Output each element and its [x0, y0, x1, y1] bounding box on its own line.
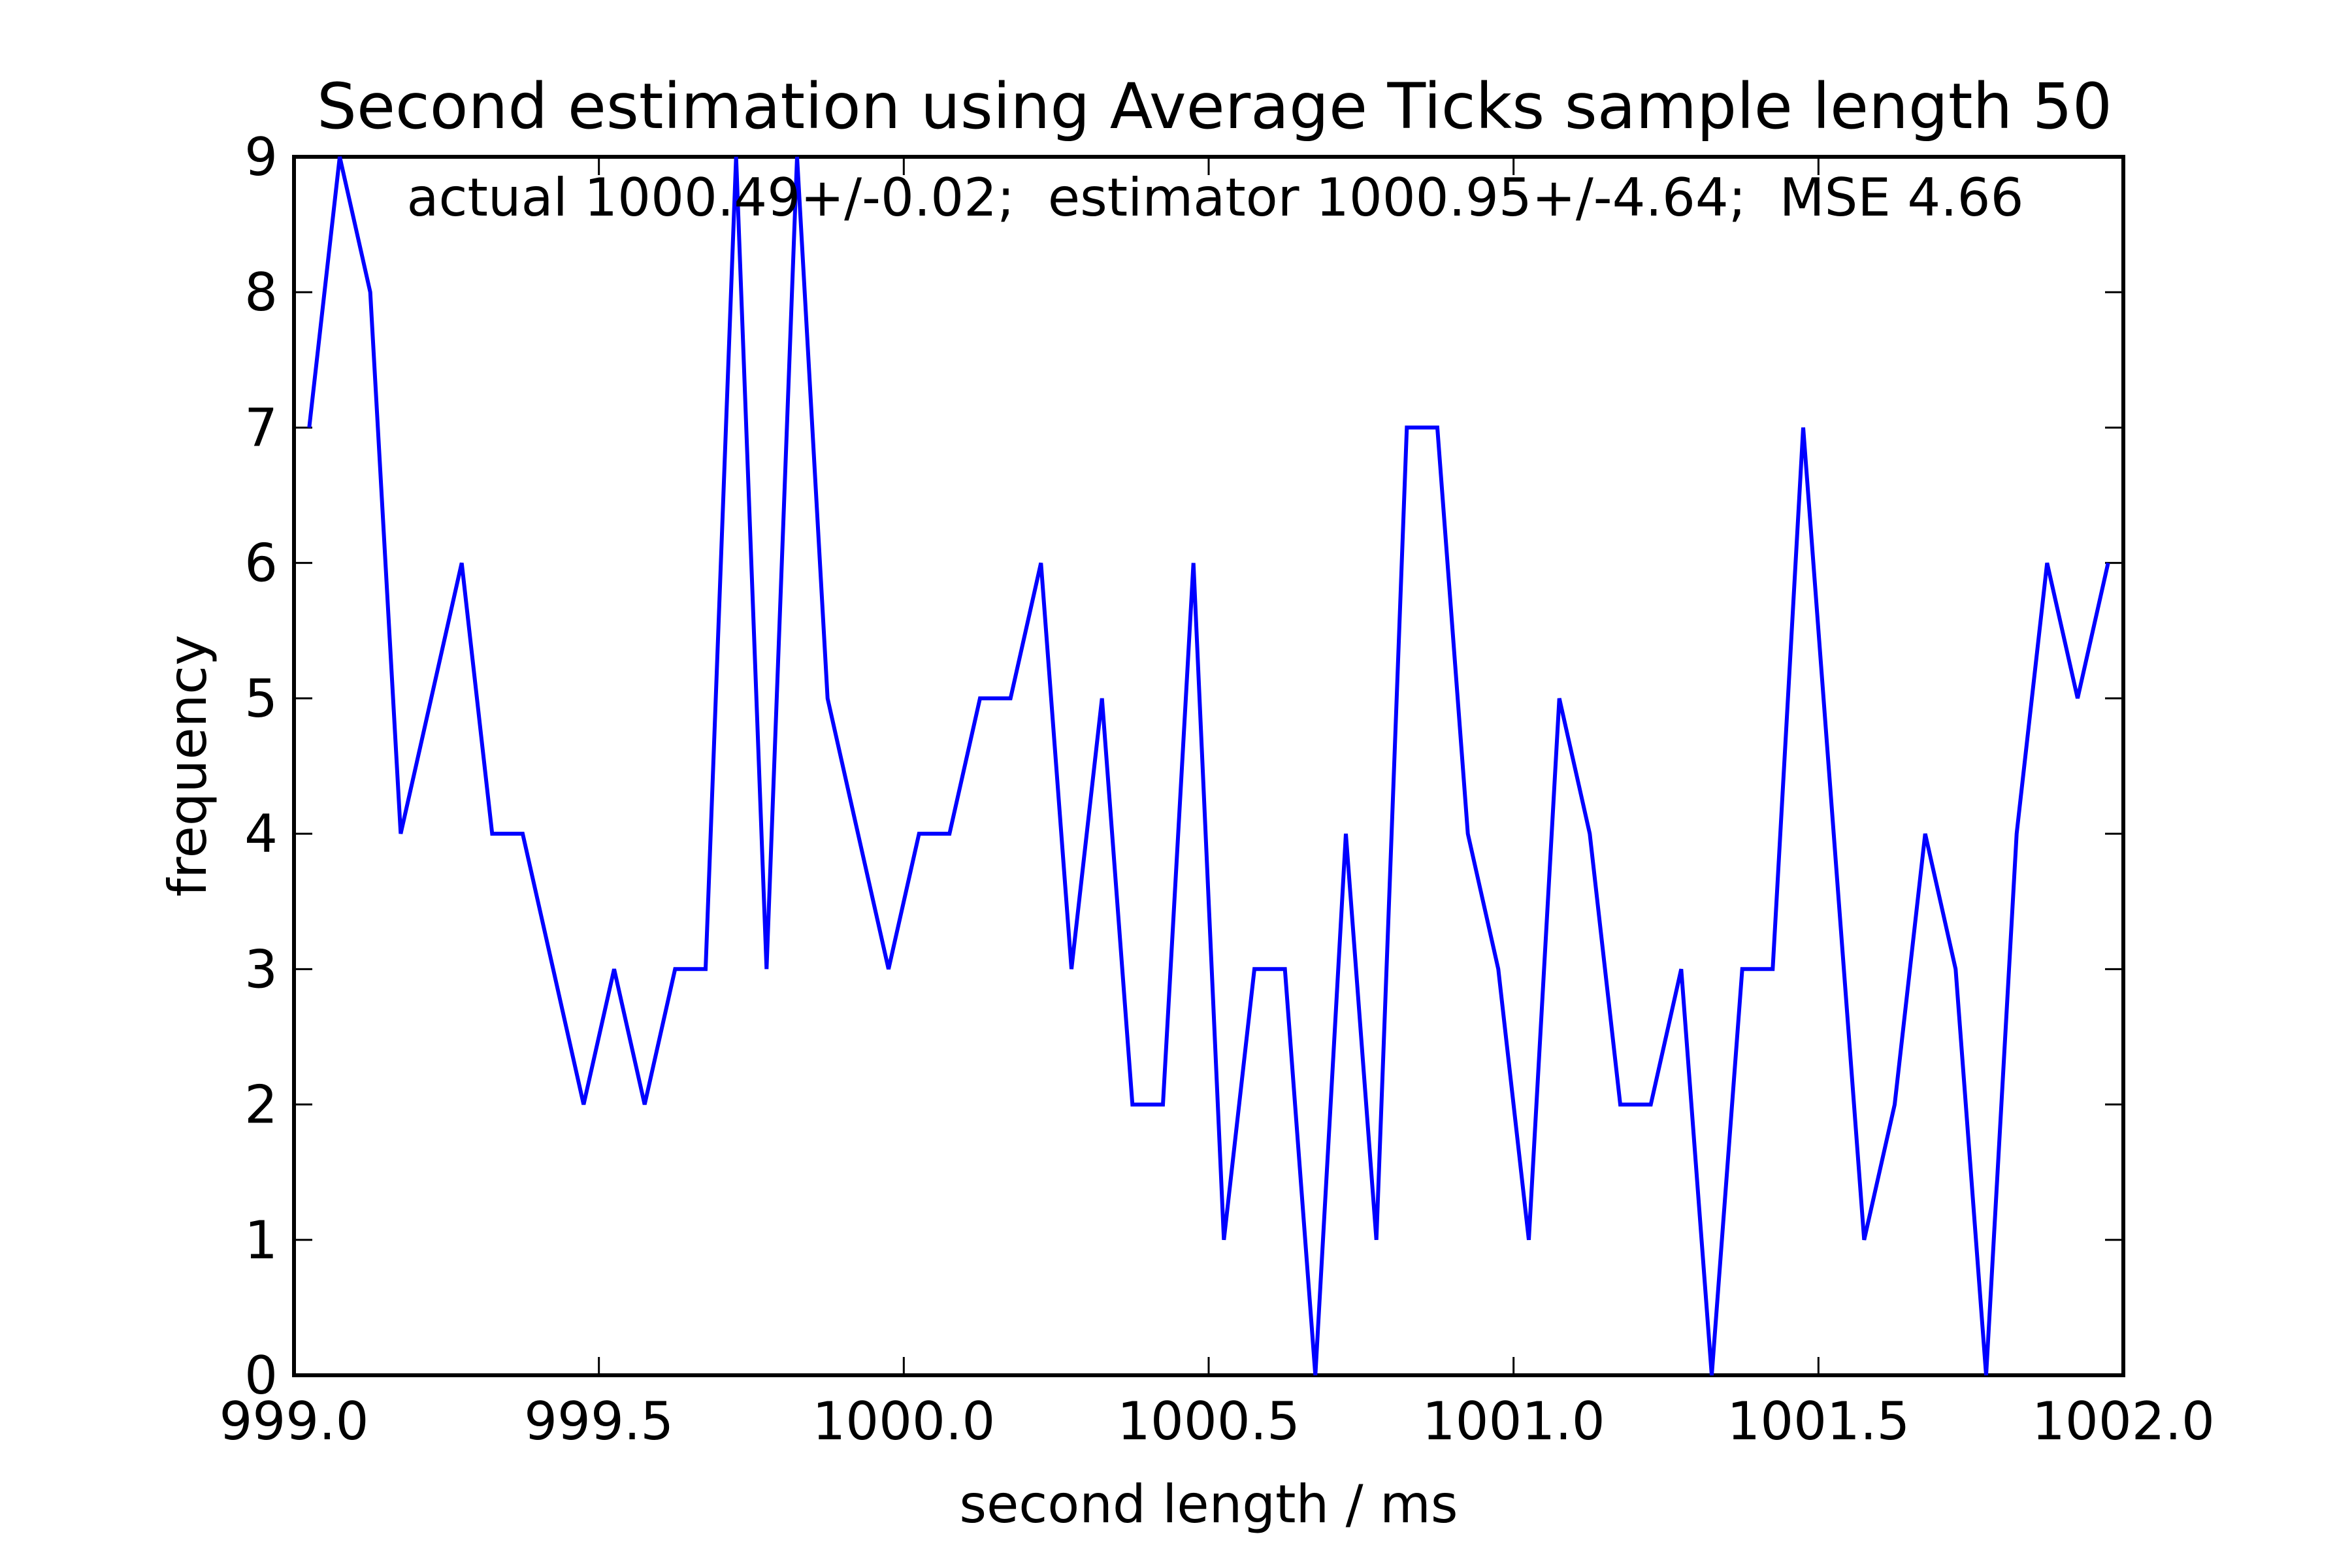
x-tick-label: 1000.0: [812, 1391, 995, 1452]
stats-annotation: actual 1000.49+/-0.02; estimator 1000.95…: [407, 167, 2024, 228]
y-tick-label: 7: [244, 397, 278, 458]
x-tick-label: 999.5: [524, 1391, 674, 1452]
y-tick-label: 9: [244, 127, 278, 188]
series-line: [307, 156, 2110, 1376]
tick-marks: [293, 155, 2125, 1377]
x-tick-label: 1000.5: [1117, 1391, 1300, 1452]
y-tick-label: 8: [244, 262, 278, 323]
y-tick-label: 5: [244, 668, 278, 729]
x-tick-label: 1002.0: [2032, 1391, 2215, 1452]
chart-title: Second estimation using Average Ticks sa…: [317, 70, 2112, 143]
x-tick-label: 1001.5: [1727, 1391, 1910, 1452]
y-tick-label: 1: [244, 1210, 278, 1271]
x-tick-label: 1001.0: [1422, 1391, 1605, 1452]
y-axis-label: frequency: [157, 634, 218, 896]
x-tick-label: 999.0: [219, 1391, 368, 1452]
y-tick-labels: 0 1 2 3 4 5 6 7 8 9: [244, 127, 278, 1406]
plot-frame: [292, 155, 2125, 1377]
y-tick-label: 0: [244, 1345, 278, 1406]
x-tick-labels: 999.0 999.5 1000.0 1000.5 1001.0 1001.5 1002.0: [219, 1391, 2214, 1452]
y-tick-label: 4: [244, 804, 278, 864]
x-axis-label: second length / ms: [959, 1474, 1458, 1535]
y-tick-label: 2: [244, 1075, 278, 1135]
y-tick-label: 6: [244, 533, 278, 594]
y-tick-label: 3: [244, 939, 278, 1000]
